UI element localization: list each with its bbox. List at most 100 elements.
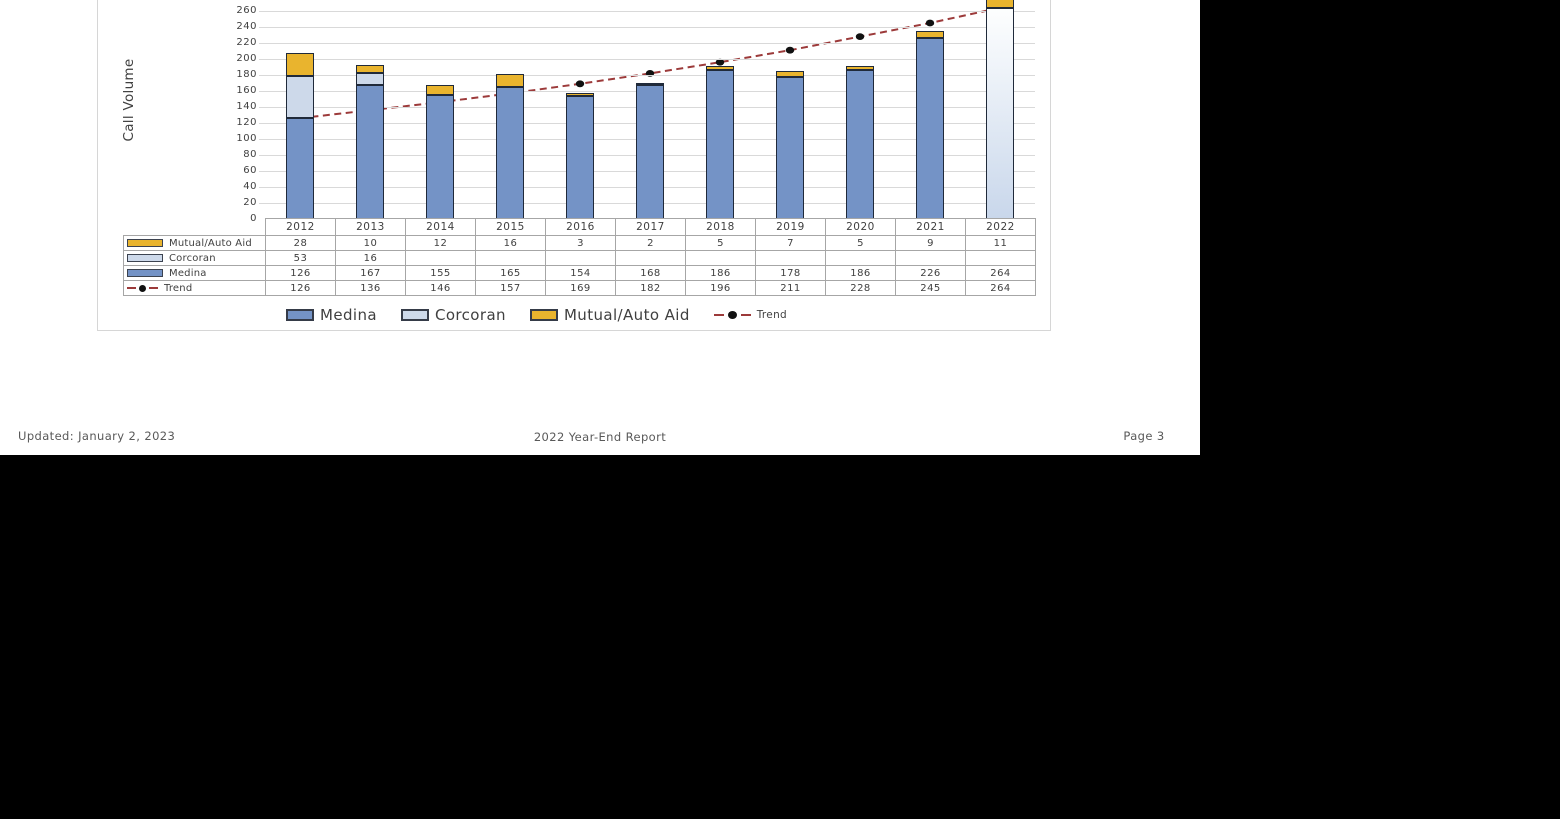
y-tick-20: 20 [243, 197, 257, 208]
year-header-2012: 2012 [265, 218, 336, 236]
bar-segment-corcoran-2012 [286, 75, 314, 119]
trend-marker-2018 [715, 58, 725, 66]
y-tick-260: 260 [236, 5, 257, 16]
series-swatch-icon-mutual-auto-aid [127, 239, 163, 247]
trend-marker-2016 [575, 80, 585, 88]
y-tick-160: 160 [236, 85, 257, 96]
cell-mutual-auto-aid-2018: 5 [685, 235, 756, 251]
gridline-220 [259, 43, 1035, 44]
bar-segment-medina-2020 [846, 70, 874, 219]
cell-medina-2016: 154 [545, 265, 616, 281]
bar-segment-mutual-auto-aid-2019 [776, 71, 804, 77]
table-corner-cell [124, 219, 266, 236]
legend-item-mutual-auto-aid: Mutual/Auto Aid [529, 306, 690, 324]
cell-trend-2015: 157 [475, 280, 546, 296]
footer-report-title: 2022 Year-End Report [533, 430, 667, 444]
cell-mutual-auto-aid-2016: 3 [545, 235, 616, 251]
table-row-mutual-auto-aid: Mutual/Auto Aid 28 10 12 16 3 2 5 7 5 9 11 [123, 235, 1036, 251]
cell-medina-2020: 186 [825, 265, 896, 281]
footer-updated-date: Updated: January 2, 2023 [18, 429, 176, 443]
row-label-cell: Mutual/Auto Aid [123, 235, 266, 251]
cell-trend-2019: 211 [755, 280, 826, 296]
legend-item-corcoran: Corcoran [400, 306, 506, 324]
cell-mutual-auto-aid-2022: 11 [965, 235, 1036, 251]
bar-segment-corcoran-2013 [356, 72, 384, 86]
cell-trend-2022: 264 [965, 280, 1036, 296]
y-tick-0: 0 [250, 213, 257, 224]
y-tick-220: 220 [236, 37, 257, 48]
bar-segment-medina-2021 [916, 38, 944, 219]
cell-corcoran-2012: 53 [265, 250, 336, 266]
cell-trend-2016: 169 [545, 280, 616, 296]
bar-segment-mutual-auto-aid-2018 [706, 66, 734, 71]
year-header-2022: 2022 [965, 218, 1036, 236]
y-tick-140: 140 [236, 101, 257, 112]
year-header-2021: 2021 [895, 218, 966, 236]
row-label: Medina [169, 267, 207, 279]
year-header-2015: 2015 [475, 218, 546, 236]
bar-segment-medina-2022 [986, 7, 1014, 219]
table-row-corcoran: Corcoran 53 16 [123, 250, 1036, 266]
legend-label: Medina [320, 306, 377, 324]
bar-segment-medina-2013 [356, 85, 384, 219]
cell-mutual-auto-aid-2019: 7 [755, 235, 826, 251]
bar-segment-medina-2016 [566, 95, 594, 219]
row-label: Trend [164, 282, 193, 294]
bar-segment-mutual-auto-aid-2017 [636, 83, 664, 85]
cell-medina-2013: 167 [335, 265, 406, 281]
y-tick-120: 120 [236, 117, 257, 128]
cell-trend-2014: 146 [405, 280, 476, 296]
cell-corcoran-2020 [825, 250, 896, 266]
trend-dashed-line [299, 6, 1001, 120]
series-swatch-icon-medina [127, 269, 163, 277]
bar-segment-mutual-auto-aid-2014 [426, 85, 454, 95]
year-header-2018: 2018 [685, 218, 756, 236]
legend-label: Mutual/Auto Aid [563, 306, 690, 324]
trend-dash-icon [713, 313, 724, 317]
trend-dot-icon [139, 284, 146, 292]
cell-trend-2018: 196 [685, 280, 756, 296]
table-row-trend: Trend 126 136 146 157 169 182 196 211 228 245 264 [123, 280, 1036, 296]
series-swatch-icon-mutual-auto-aid [529, 309, 558, 321]
year-header-2017: 2017 [615, 218, 686, 236]
cell-medina-2018: 186 [685, 265, 756, 281]
trend-marker-2019 [785, 46, 795, 54]
trend-dot-icon [727, 311, 737, 319]
gridline-240 [259, 27, 1035, 28]
bar-segment-medina-2017 [636, 84, 664, 219]
chart-legend: Medina Corcoran Mutual/Auto Aid Trend [286, 302, 787, 328]
year-header-2016: 2016 [545, 218, 616, 236]
bar-segment-mutual-auto-aid-2012 [286, 53, 314, 76]
cell-corcoran-2013: 16 [335, 250, 406, 266]
cell-corcoran-2018 [685, 250, 756, 266]
cell-medina-2022: 264 [965, 265, 1036, 281]
y-axis-title: Call Volume [121, 58, 137, 142]
cell-corcoran-2014 [405, 250, 476, 266]
cell-medina-2019: 178 [755, 265, 826, 281]
cell-mutual-auto-aid-2017: 2 [615, 235, 686, 251]
row-label-cell: Corcoran [123, 250, 266, 266]
legend-label: Corcoran [434, 306, 506, 324]
gridline-260 [259, 11, 1035, 12]
trend-dash-icon [740, 313, 751, 317]
series-swatch-icon-medina [286, 309, 314, 321]
cell-trend-2013: 136 [335, 280, 406, 296]
cell-medina-2015: 165 [475, 265, 546, 281]
cell-medina-2012: 126 [265, 265, 336, 281]
row-label-cell: Medina [123, 265, 266, 281]
cell-mutual-auto-aid-2012: 28 [265, 235, 336, 251]
bar-segment-mutual-auto-aid-2015 [496, 74, 524, 87]
year-header-2020: 2020 [825, 218, 896, 236]
legend-label: Trend [756, 309, 787, 321]
bar-segment-mutual-auto-aid-2020 [846, 66, 874, 71]
cell-trend-2012: 126 [265, 280, 336, 296]
cell-mutual-auto-aid-2015: 16 [475, 235, 546, 251]
data-table-grid: 2012 2013 2014 2015 2016 2017 2018 2019 2020 2021… [123, 218, 1036, 296]
footer-page-number: Page 3 [1123, 429, 1165, 443]
gridline-180 [259, 75, 1035, 76]
bar-segment-mutual-auto-aid-2022 [986, 0, 1014, 8]
cell-mutual-auto-aid-2020: 5 [825, 235, 896, 251]
cell-trend-2020: 228 [825, 280, 896, 296]
year-header-2019: 2019 [755, 218, 826, 236]
row-label: Mutual/Auto Aid [169, 237, 252, 249]
